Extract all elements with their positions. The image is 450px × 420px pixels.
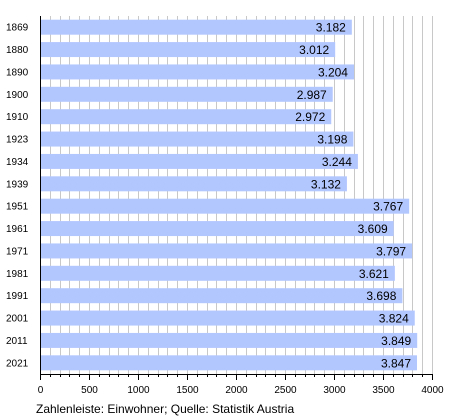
bar-2001: [40, 310, 415, 326]
bar-1971: [40, 243, 413, 259]
data-label-1951: 3.767: [373, 200, 403, 214]
data-label-1991: 3.698: [366, 289, 396, 303]
bar-1961: [40, 221, 394, 237]
bar-2011: [40, 332, 418, 348]
data-label-2001: 3.824: [379, 312, 409, 326]
x-tick-label-0: 0: [38, 385, 44, 396]
data-label-1900: 2.987: [297, 88, 327, 102]
x-tick-label-500: 500: [81, 385, 98, 396]
x-tick-label-3000: 3000: [323, 385, 346, 396]
bar-1951: [40, 198, 410, 214]
category-label-1923: 1923: [6, 135, 29, 146]
x-tick-label-2000: 2000: [225, 385, 248, 396]
data-label-1934: 3.244: [322, 155, 352, 169]
data-label-1890: 3.204: [318, 65, 348, 79]
category-label-1910: 1910: [6, 112, 29, 123]
category-label-2001: 2001: [6, 314, 29, 325]
bar-1880: [40, 42, 336, 58]
category-label-1951: 1951: [6, 202, 29, 213]
data-label-1971: 3.797: [376, 244, 406, 258]
category-label-1961: 1961: [6, 224, 29, 235]
bar-2021: [40, 355, 418, 371]
category-label-1869: 1869: [6, 23, 29, 34]
data-label-2011: 3.849: [381, 334, 411, 348]
data-label-1880: 3.012: [299, 43, 329, 57]
data-label-1869: 3.182: [316, 21, 346, 35]
category-label-1900: 1900: [6, 90, 29, 101]
bar-1869: [40, 19, 352, 35]
x-tick-label-1500: 1500: [176, 385, 199, 396]
x-tick-label-3500: 3500: [372, 385, 395, 396]
category-label-2021: 2021: [6, 358, 29, 369]
bar-1900: [40, 86, 333, 102]
bar-1939: [40, 176, 347, 192]
data-label-2021: 3.847: [381, 356, 411, 370]
x-tick-label-1000: 1000: [127, 385, 150, 396]
bar-1934: [40, 153, 358, 169]
category-label-2011: 2011: [6, 336, 28, 347]
bar-1991: [40, 288, 403, 304]
category-label-1934: 1934: [6, 157, 29, 168]
category-label-1939: 1939: [6, 179, 29, 190]
bar-1890: [40, 64, 354, 80]
chart-caption: Zahlenleiste: Einwohner; Quelle: Statist…: [36, 402, 295, 416]
data-label-1923: 3.198: [317, 133, 347, 147]
bar-1910: [40, 109, 332, 125]
x-tick-label-4000: 4000: [421, 385, 444, 396]
data-label-1981: 3.621: [359, 267, 389, 281]
category-label-1991: 1991: [6, 291, 29, 302]
category-label-1890: 1890: [6, 67, 29, 78]
x-tick-label-2500: 2500: [274, 385, 297, 396]
category-label-1971: 1971: [6, 246, 29, 257]
bar-1981: [40, 265, 395, 281]
data-label-1910: 2.972: [295, 110, 325, 124]
data-label-1961: 3.609: [358, 222, 388, 236]
category-label-1981: 1981: [6, 269, 29, 280]
bar-1923: [40, 131, 354, 147]
data-label-1939: 3.132: [311, 177, 341, 191]
category-label-1880: 1880: [6, 45, 29, 56]
